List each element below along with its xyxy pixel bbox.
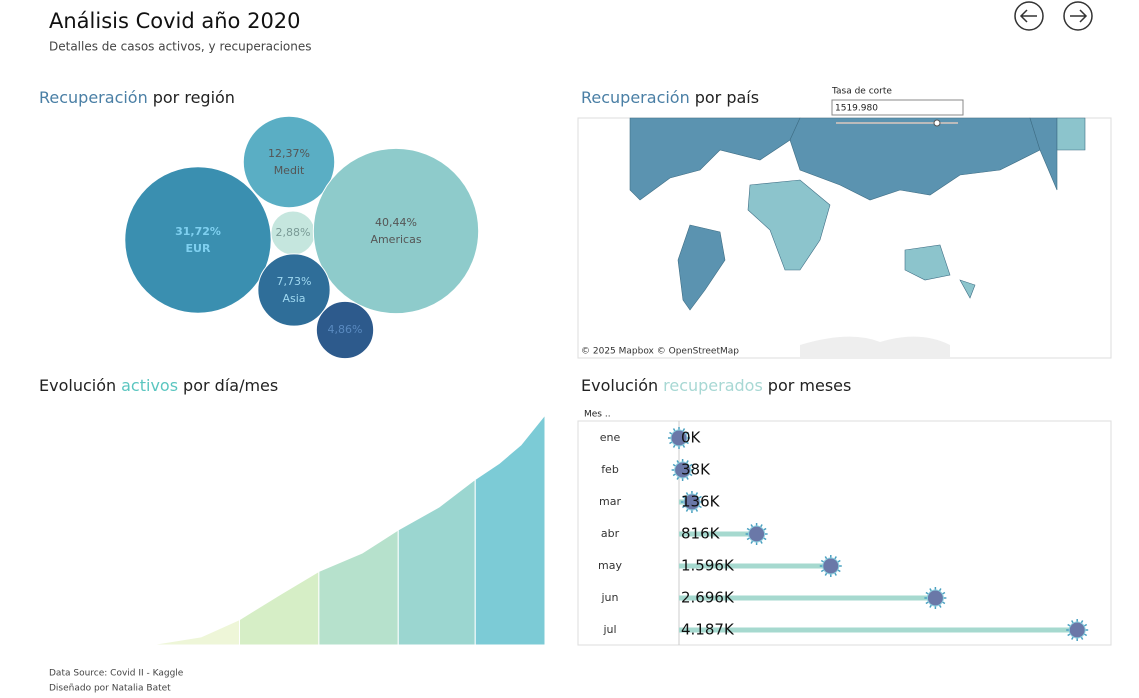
filter-input[interactable]: 1519.980 xyxy=(831,99,964,116)
area-chart xyxy=(35,413,546,646)
bubble xyxy=(124,166,272,314)
nav-back[interactable] xyxy=(1014,1,1044,31)
value-label: 4.187K xyxy=(681,621,735,639)
value-label: 40,44% xyxy=(375,216,417,229)
credit: Diseñado por Natalia Batet xyxy=(49,684,171,694)
nav-forward[interactable] xyxy=(1063,1,1093,31)
bubble xyxy=(312,147,480,315)
bubble xyxy=(242,115,336,209)
chart-title: Evolución recuperados por meses xyxy=(581,376,851,395)
chart-title: Recuperación por país xyxy=(581,88,759,107)
filter-value: 1519.980 xyxy=(835,104,878,114)
category-label: ene xyxy=(600,431,621,444)
lollipop-chart: ene 0K feb 38K mar 136K abr 816K may 1.596K jun 2.6… xyxy=(598,421,1089,645)
area xyxy=(318,529,399,646)
value-label: 31,72% xyxy=(175,225,221,238)
area xyxy=(35,618,240,646)
value-label: 12,37% xyxy=(268,147,310,160)
filter-label: Tasa de corte xyxy=(831,87,892,97)
chart-title: Evolución activos por día/mes xyxy=(39,376,278,395)
virus-marker xyxy=(748,525,766,543)
map xyxy=(629,117,1086,358)
area xyxy=(238,570,320,646)
chart-title: Recuperación por región xyxy=(39,88,235,107)
bubble-chart: 31,72% EUR 12,37% Medit 2,88% 40,44% Americas 7… xyxy=(124,115,480,360)
category-label: abr xyxy=(601,527,620,540)
value-label: 136K xyxy=(681,493,721,511)
subtitle: Detalles de casos activos, y recuperacio… xyxy=(49,40,312,54)
filter-slider[interactable] xyxy=(836,119,958,127)
value-label: 2,88% xyxy=(276,226,311,239)
virus-marker xyxy=(674,461,692,479)
virus-marker xyxy=(670,429,688,447)
bubble xyxy=(315,300,375,360)
category-label: Medit xyxy=(274,164,305,177)
bubble xyxy=(257,253,331,327)
value-label: 38K xyxy=(681,461,711,479)
category-label: Americas xyxy=(370,233,421,246)
category-label: may xyxy=(598,559,622,572)
area xyxy=(474,413,546,646)
value-label: 816K xyxy=(681,525,721,543)
virus-marker xyxy=(683,493,701,511)
category-label: mar xyxy=(599,495,621,508)
category-label: EUR xyxy=(186,242,211,255)
value-label: 2.696K xyxy=(681,589,735,607)
plot-frame xyxy=(577,420,1112,646)
category-label: jun xyxy=(601,591,619,604)
value-label: 1.596K xyxy=(681,557,735,575)
virus-marker xyxy=(1068,621,1086,639)
value-label: 0K xyxy=(681,429,702,447)
source: Data Source: Covid II - Kaggle xyxy=(49,669,184,679)
area xyxy=(397,478,476,646)
virus-marker xyxy=(822,557,840,575)
category-label: feb xyxy=(601,463,619,476)
virus-marker xyxy=(926,589,944,607)
value-label: 4,86% xyxy=(328,323,363,336)
title: Análisis Covid año 2020 xyxy=(49,9,301,33)
value-label: 7,73% xyxy=(277,275,312,288)
axis-header: Mes .. xyxy=(584,410,611,420)
category-label: jul xyxy=(602,623,616,636)
map-attribution: © 2025 Mapbox © OpenStreetMap xyxy=(581,347,739,357)
category-label: Asia xyxy=(282,292,305,305)
